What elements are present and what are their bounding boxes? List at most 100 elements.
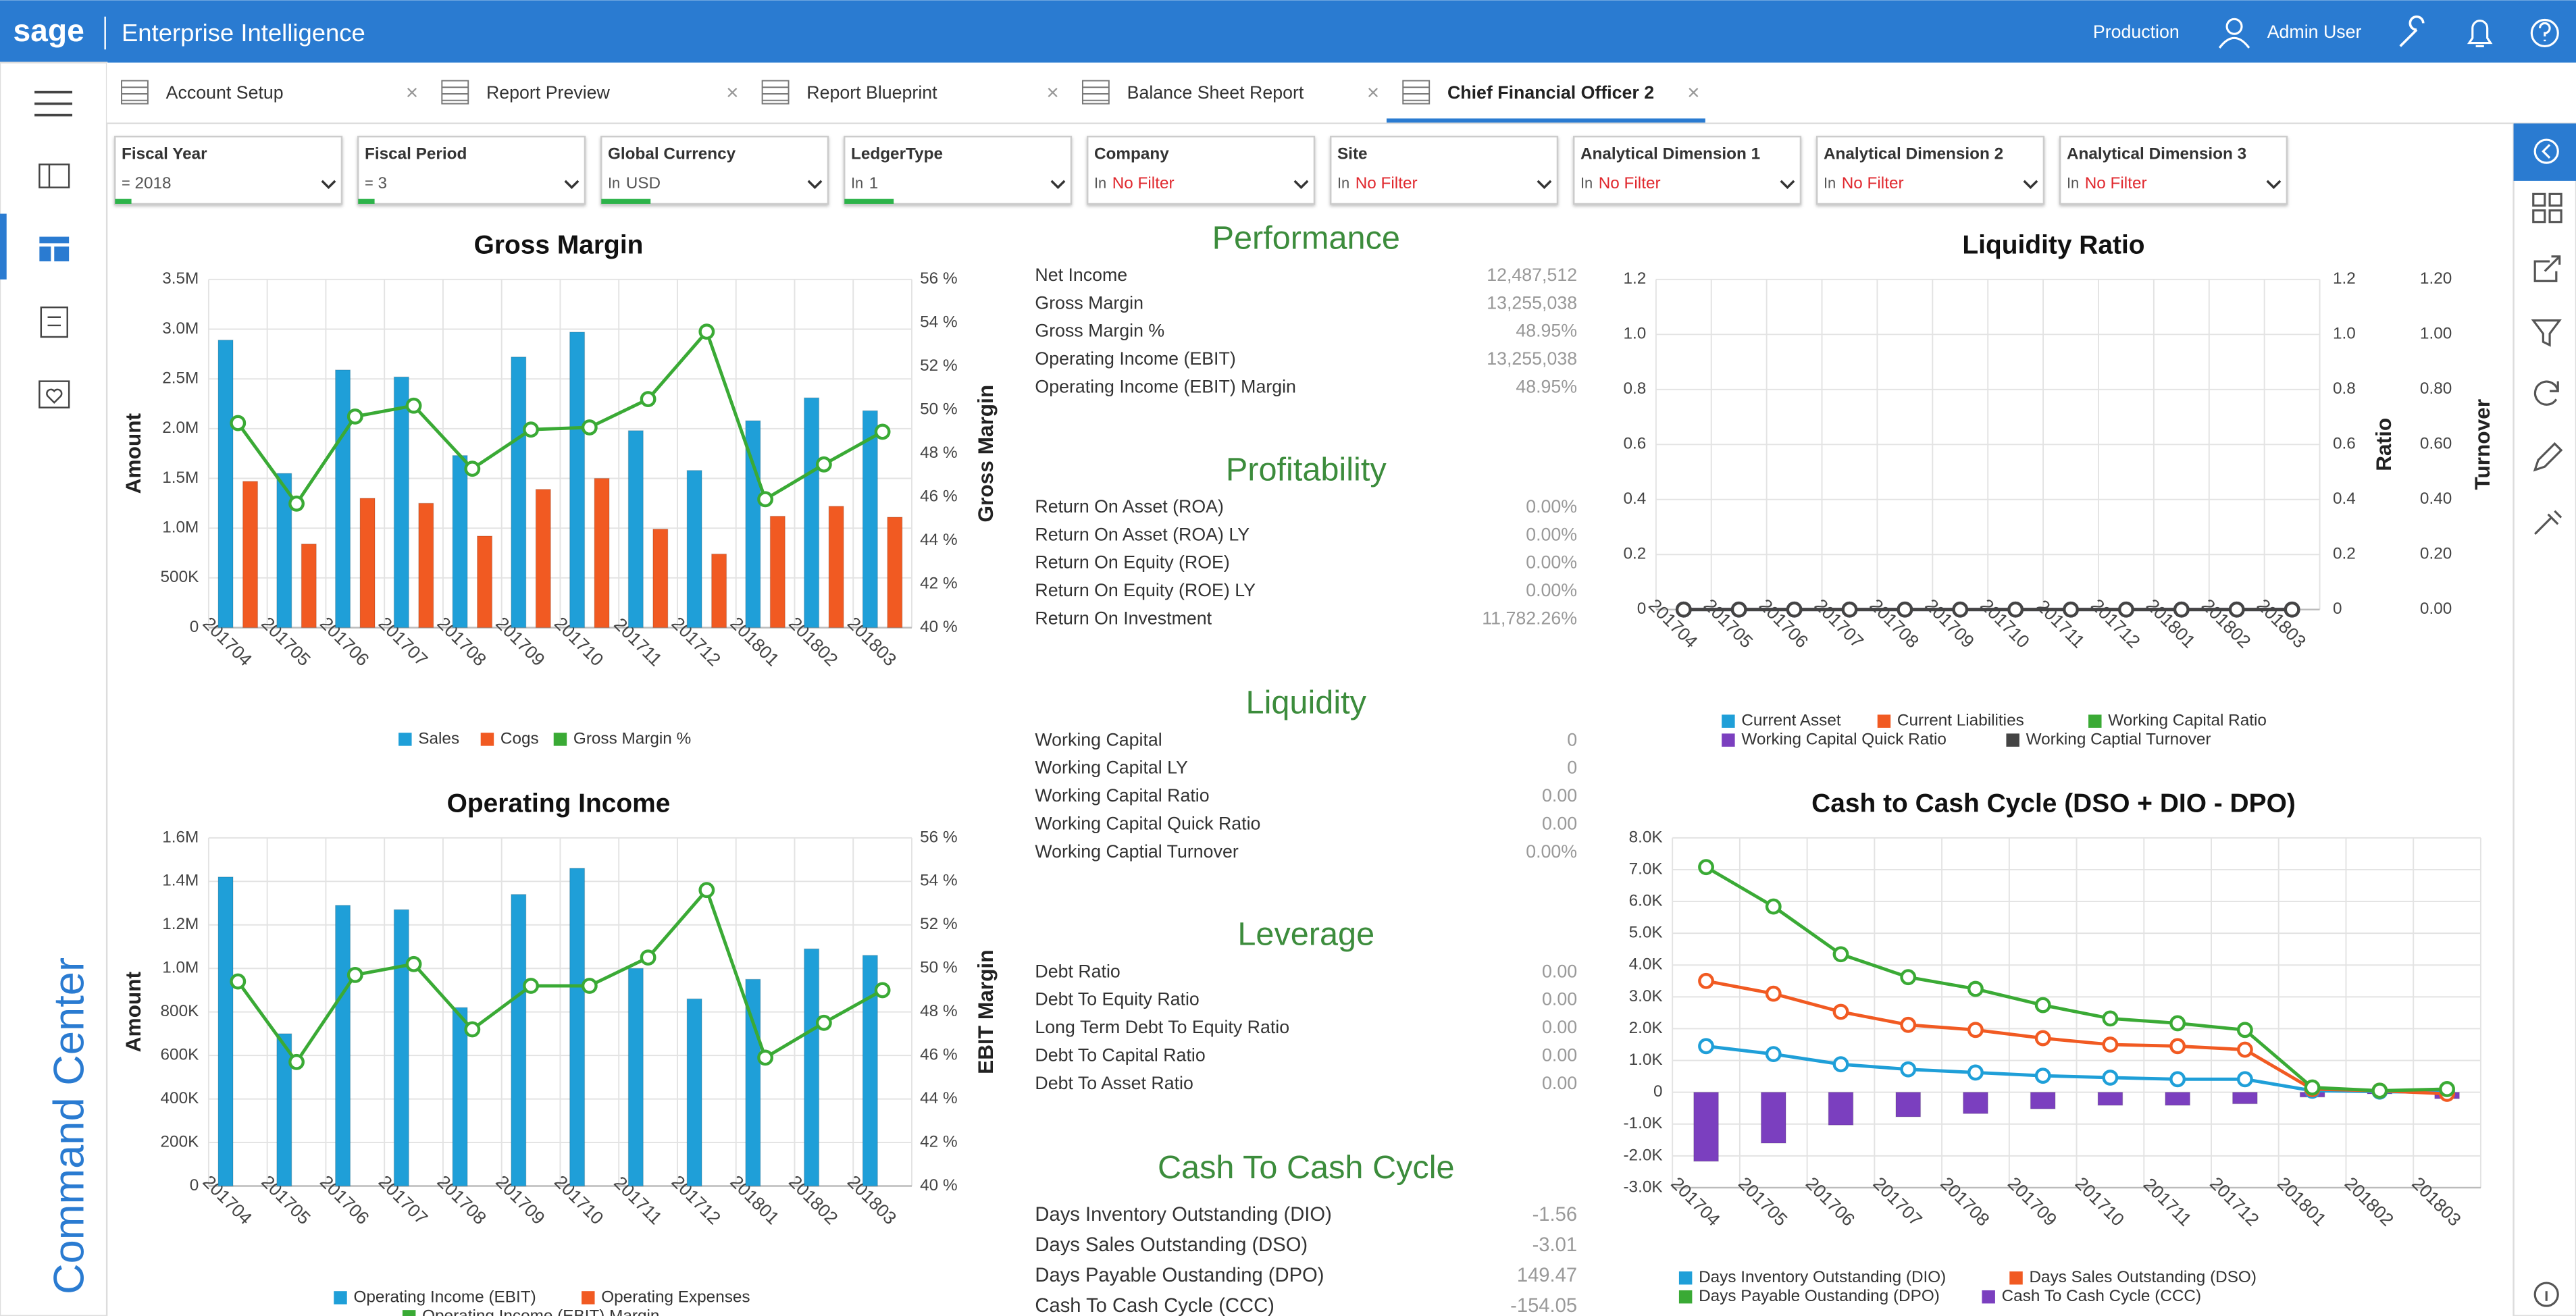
legend-item[interactable]: Working Capital Quick Ratio <box>1722 731 1947 749</box>
line-marker <box>698 882 715 899</box>
legend-item[interactable]: Gross Margin % <box>553 729 691 747</box>
user-icon[interactable] <box>2218 18 2250 49</box>
legend-item[interactable]: Current Asset <box>1722 712 1841 730</box>
filter-dropdown[interactable]: LedgerType In 1 <box>844 135 1073 205</box>
legend-label: Working Capital Quick Ratio <box>1741 731 1947 749</box>
line-marker <box>523 978 539 994</box>
y2-tick-label: 40 % <box>920 618 957 636</box>
y-tick-label: 3.0M <box>162 319 199 338</box>
kpi-value: 0.00% <box>1526 841 1577 862</box>
filter-dropdown[interactable]: Fiscal Period = 3 <box>357 135 586 205</box>
legend-item[interactable]: Working Capital Ratio <box>2088 712 2267 730</box>
y-tick-label: 2.0K <box>1629 1019 1663 1037</box>
legend-item[interactable]: Days Payable Oustanding (DPO) <box>1678 1287 1940 1305</box>
line-marker <box>1832 1056 1849 1073</box>
tab-icon <box>1081 80 1110 105</box>
line-marker <box>2236 1071 2253 1088</box>
line-marker <box>815 456 832 473</box>
tab-close[interactable]: × <box>1367 80 1379 104</box>
tab[interactable]: Balance Sheet Report × <box>1081 80 1379 105</box>
legend-item[interactable]: Cogs <box>480 729 539 747</box>
y3-tick-label: 0.60 <box>2420 435 2452 453</box>
kpi-label: Working Capital Quick Ratio <box>1035 813 1260 833</box>
legend-item[interactable]: Days Inventory Outstanding (DIO) <box>1678 1268 1946 1286</box>
notifications-icon[interactable] <box>2467 20 2493 48</box>
brand[interactable]: sage <box>13 13 84 48</box>
bar <box>887 517 903 629</box>
legend-item[interactable]: Sales <box>398 729 459 747</box>
kpi-value: 48.95% <box>1516 376 1577 396</box>
line-marker <box>2236 1022 2253 1038</box>
nav-icon[interactable] <box>38 163 70 188</box>
line-marker <box>288 495 305 512</box>
y-tick-label: 5.0K <box>1629 924 1663 942</box>
line-series <box>236 887 883 1065</box>
dropdown-chevron <box>807 180 823 190</box>
y2-tick-label: 50 % <box>920 959 957 977</box>
filter-dropdown[interactable]: Analytical Dimension 1 In No Filter <box>1573 135 1802 205</box>
legend-item[interactable]: Cash To Cash Cycle (CCC) <box>1982 1287 2201 1305</box>
filter-icon[interactable] <box>2531 319 2562 347</box>
filter-operator: In <box>1580 175 1593 192</box>
legend-label: Working Captial Turnover <box>2026 731 2211 749</box>
user-name[interactable]: Admin User <box>2267 22 2362 42</box>
refresh-icon[interactable] <box>2533 380 2559 406</box>
filter-operator: = <box>365 175 373 192</box>
x-tick-label: 201708 <box>1936 1173 1993 1230</box>
layout-icon[interactable] <box>2532 192 2562 223</box>
kpi-value: 0 <box>1567 729 1577 749</box>
tab-close[interactable]: × <box>406 80 418 104</box>
tab-icon <box>441 80 469 105</box>
tab-close[interactable]: × <box>726 80 738 104</box>
menu-icon[interactable] <box>34 90 73 117</box>
settings-icon[interactable] <box>2399 15 2425 47</box>
legend-item[interactable]: Operating Expenses <box>582 1288 750 1306</box>
bar <box>1963 1092 1988 1114</box>
y-tick-label: 2.0M <box>162 419 199 437</box>
line-marker <box>1730 601 1747 618</box>
tab[interactable]: Account Setup × <box>121 80 418 105</box>
bar <box>418 502 434 629</box>
filter-dropdown[interactable]: Fiscal Year = 2018 <box>114 135 343 205</box>
filter-dropdown[interactable]: Company In No Filter <box>1087 135 1316 205</box>
tab[interactable]: Report Blueprint × <box>761 80 1059 105</box>
line-marker <box>1832 1003 1849 1020</box>
collapse-icon[interactable] <box>2533 138 2559 164</box>
help-icon[interactable] <box>2530 18 2559 48</box>
x-tick-label: 201802 <box>2341 1173 2398 1230</box>
edit-icon[interactable] <box>2533 442 2563 472</box>
filter-status-bar <box>358 199 375 204</box>
nav-icon[interactable] <box>40 306 68 338</box>
tools-icon[interactable] <box>2534 510 2562 535</box>
filter-operator: In <box>1337 175 1349 192</box>
export-icon[interactable] <box>2533 255 2561 282</box>
bar <box>804 948 820 1187</box>
legend-item[interactable]: Operating Income (EBIT) Margin <box>402 1307 660 1316</box>
nav-icon[interactable] <box>38 380 70 409</box>
filter-dropdown[interactable]: Site In No Filter <box>1330 135 1559 205</box>
kpi-value: 48.95% <box>1516 321 1577 341</box>
y3-tick-label: 0.40 <box>2420 490 2452 508</box>
filter-dropdown[interactable]: Analytical Dimension 2 In No Filter <box>1816 135 2045 205</box>
tab[interactable]: Report Preview × <box>441 80 739 105</box>
legend-item[interactable]: Current Liabilities <box>1877 712 2024 730</box>
filter-operator: In <box>608 175 620 192</box>
filter-dropdown[interactable]: Global Currency In USD <box>600 135 829 205</box>
line-marker <box>1900 1016 1917 1033</box>
kpi-label: Cash To Cash Cycle (CCC) <box>1035 1295 1274 1316</box>
environment[interactable]: Production <box>2093 22 2180 42</box>
x-tick-label: 201705 <box>1734 1173 1791 1230</box>
tab[interactable]: Chief Financial Officer 2 × <box>1386 80 1705 123</box>
tab-close[interactable]: × <box>1687 80 1699 104</box>
tab-close[interactable]: × <box>1046 80 1058 104</box>
dropdown-chevron <box>321 180 336 190</box>
filter-status-bar <box>601 199 651 204</box>
info-icon[interactable] <box>2533 1282 2559 1307</box>
legend-item[interactable]: Working Captial Turnover <box>2006 731 2211 749</box>
sidebar-label: Command Center <box>46 957 93 1294</box>
filter-dropdown[interactable]: Analytical Dimension 3 In No Filter <box>2059 135 2288 205</box>
legend-item[interactable]: Days Sales Outstanding (DSO) <box>2009 1268 2257 1286</box>
product-name: Enterprise Intelligence <box>122 19 365 47</box>
nav-icon[interactable] <box>39 236 70 262</box>
legend-item[interactable]: Operating Income (EBIT) <box>334 1288 536 1306</box>
